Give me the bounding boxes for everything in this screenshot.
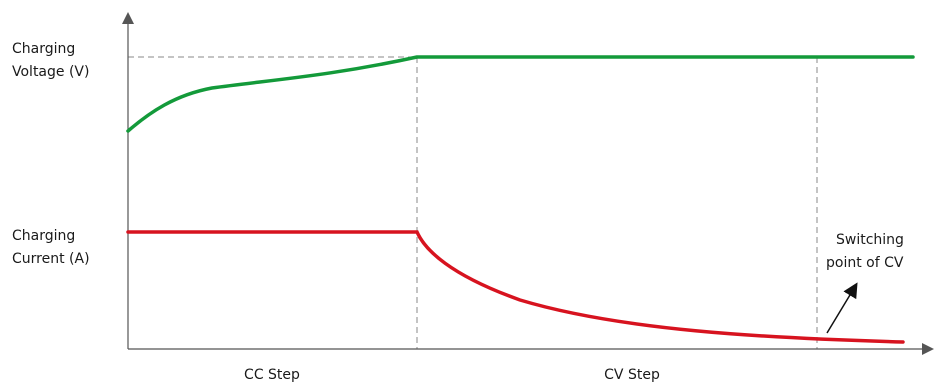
phase-label-cc: CC Step (244, 367, 300, 383)
annotation-arrow (826, 282, 858, 334)
phase-label-cv: CV Step (604, 367, 660, 383)
annotation-line2: point of CV (826, 255, 904, 271)
current-line (126, 230, 905, 344)
y-axis-arrow (122, 12, 134, 24)
current-label-line1: Charging (12, 228, 75, 244)
voltage-line (126, 55, 915, 133)
annotation-line1: Switching (836, 232, 904, 248)
voltage-label-line1: Charging (12, 41, 75, 57)
x-axis-arrow (922, 343, 934, 355)
voltage-label-line2: Voltage (V) (12, 64, 89, 80)
current-label-line2: Current (A) (12, 251, 90, 267)
